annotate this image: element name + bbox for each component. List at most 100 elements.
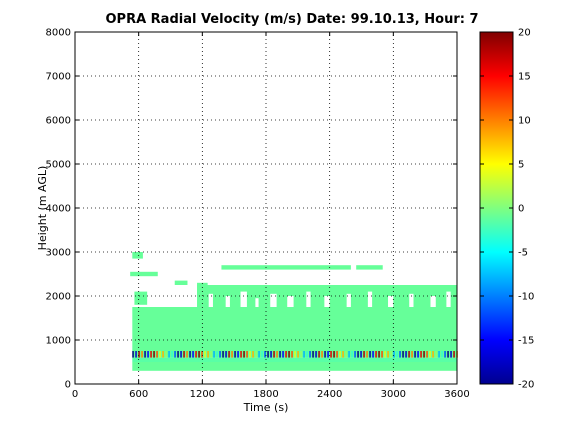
heatmap-cell [405, 351, 407, 358]
missing-data-gap [388, 296, 394, 307]
heatmap-cell [165, 351, 167, 358]
heatmap-cell [378, 351, 380, 358]
heatmap-cell [153, 351, 155, 358]
heatmap-region [130, 271, 158, 277]
y-axis-ticks: 0 1000 2000 3000 4000 5000 6000 7000 8000 [46, 28, 457, 391]
heatmap-cell [177, 351, 179, 358]
heatmap-cell [276, 351, 278, 358]
y-tick-label: 3000 [46, 248, 71, 259]
heatmap-cell [360, 351, 362, 358]
heatmap-cell [204, 351, 206, 358]
heatmap-cell [240, 351, 242, 358]
heatmap-cell [318, 351, 320, 358]
heatmap-cell [444, 351, 446, 358]
colorbar-tick-label: 10 [518, 116, 531, 127]
heatmap-cell [432, 351, 434, 358]
colorbar-tick-label: 20 [518, 28, 531, 39]
heatmap-cell [201, 351, 203, 358]
missing-data-gap [255, 298, 259, 307]
heatmap-cell [255, 351, 257, 358]
colorbar-tick-label: -5 [518, 248, 528, 259]
colorbar-tick-label: -20 [518, 380, 534, 391]
heatmap-region [356, 265, 383, 270]
heatmap-cell [132, 351, 134, 358]
heatmap-region [221, 265, 351, 270]
missing-data-gap [346, 293, 351, 307]
heatmap-cell [402, 351, 404, 358]
heatmap-cell [324, 351, 326, 358]
heatmap-cell [246, 351, 248, 358]
heatmap-cell [450, 351, 452, 358]
y-tick-label: 5000 [46, 160, 71, 171]
heatmap-cell [162, 351, 164, 358]
y-tick-label: 7000 [46, 72, 71, 83]
heatmap-cell [213, 351, 215, 358]
heatmap-cell [411, 351, 413, 358]
heatmap-cell [372, 351, 374, 358]
heatmap-cell [252, 351, 254, 358]
heatmap-cell [156, 351, 158, 358]
heatmap-cell [342, 351, 344, 358]
heatmap-region [132, 307, 458, 318]
heatmap-cell [330, 351, 332, 358]
heatmap-cell [261, 351, 263, 358]
x-axis-ticks: 0 600 1200 1800 2400 3000 3600 [72, 32, 470, 400]
heatmap-cell [264, 351, 266, 358]
x-tick-label: 1200 [190, 389, 215, 400]
heatmap-region [132, 318, 458, 351]
heatmap-region [132, 362, 458, 371]
heatmap-region [132, 252, 143, 259]
heatmap-cell [294, 351, 296, 358]
heatmap-cell [234, 351, 236, 358]
heatmap-cell [171, 351, 173, 358]
heatmap-cell [228, 351, 230, 358]
colorbar-tick-label: -10 [518, 292, 534, 303]
heatmap-cell [300, 351, 302, 358]
y-tick-label: 4000 [46, 204, 71, 215]
grid-layer [75, 32, 457, 384]
missing-data-gap [409, 293, 414, 307]
heatmap-cell [291, 351, 293, 358]
heatmap-cell [312, 351, 314, 358]
missing-data-gap [430, 296, 436, 307]
heatmap-cell [144, 351, 146, 358]
heatmap-cell [270, 351, 272, 358]
heatmap-cell [174, 351, 176, 358]
heatmap-cell [150, 351, 152, 358]
missing-data-gap [270, 293, 277, 307]
missing-data-gap [225, 296, 230, 307]
heatmap-cell [435, 351, 437, 358]
heatmap-cell [327, 351, 329, 358]
heatmap-cell [363, 351, 365, 358]
heatmap-cell [339, 351, 341, 358]
x-tick-label: 3600 [444, 389, 469, 400]
heatmap-cell [399, 351, 401, 358]
heatmap-cell [135, 351, 137, 358]
colorbar-tick-label: 0 [518, 204, 524, 215]
missing-data-gap [306, 291, 311, 307]
heatmap-cell [288, 351, 290, 358]
heatmap-cell [198, 351, 200, 358]
heatmap-cell [237, 351, 239, 358]
heatmap-cell [207, 351, 209, 358]
heatmap-cell [354, 351, 356, 358]
heatmap-cell [417, 351, 419, 358]
x-axis-label: Time (s) [243, 401, 289, 414]
missing-data-gap [446, 291, 451, 307]
heatmap-cell [141, 351, 143, 358]
colorbar-tick-label: 15 [518, 72, 531, 83]
colorbar: 20 15 10 5 0 -5 -10 -15 -20 [479, 28, 534, 391]
x-tick-label: 2400 [317, 389, 342, 400]
heatmap-cell [429, 351, 431, 358]
chart-title: OPRA Radial Velocity (m/s) Date: 99.10.1… [105, 12, 478, 27]
heatmap-cell [384, 351, 386, 358]
missing-data-gap [367, 291, 373, 307]
heatmap-region [174, 280, 188, 285]
heatmap-cell [189, 351, 191, 358]
heatmap-cell [453, 351, 455, 358]
heatmap-cell [414, 351, 416, 358]
heatmap-cell [315, 351, 317, 358]
heatmap-cell [297, 351, 299, 358]
heatmap-cell [426, 351, 428, 358]
